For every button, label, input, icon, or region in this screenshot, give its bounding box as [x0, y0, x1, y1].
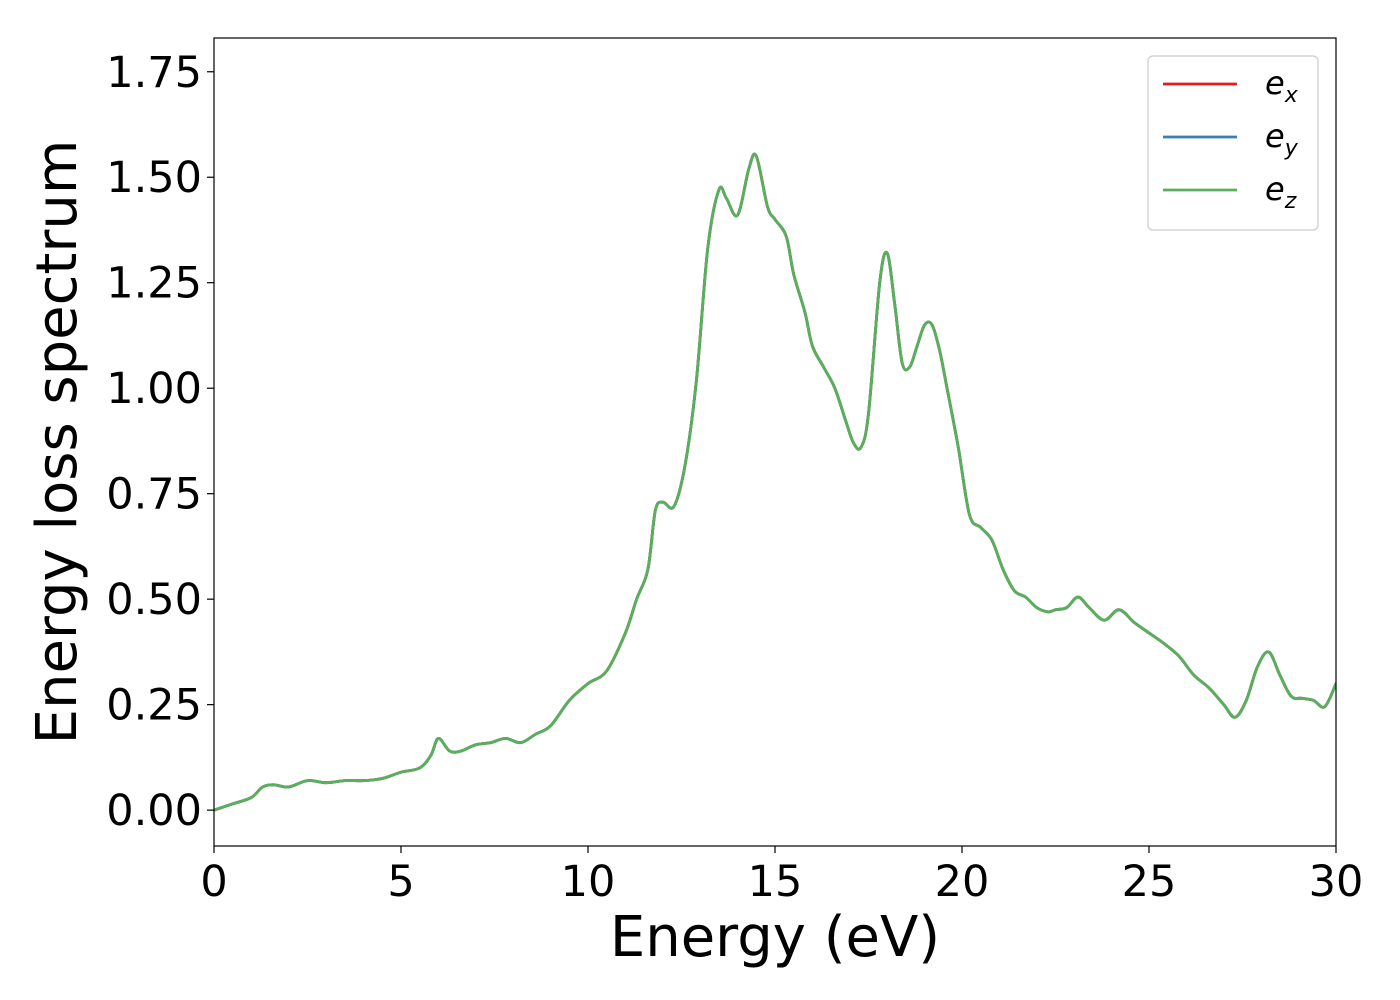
x-tick-label: 5 [387, 857, 414, 907]
y-tick-label: 0.25 [106, 681, 202, 731]
y-tick-label: 1.75 [106, 48, 202, 98]
legend: ex ey ez [1147, 55, 1319, 231]
x-tick-label: 0 [200, 857, 227, 907]
y-tick-label: 1.25 [106, 259, 202, 309]
x-axis-label: Energy (eV) [610, 905, 940, 970]
legend-label-y: ey [1265, 117, 1299, 161]
x-tick-label: 25 [1122, 857, 1177, 907]
x-tick-label: 10 [561, 857, 616, 907]
y-tick-label: 0.75 [106, 470, 202, 520]
x-tick-label: 30 [1309, 857, 1364, 907]
legend-box [1147, 55, 1319, 231]
legend-label-z: ez [1265, 170, 1297, 214]
y-tick-label: 1.50 [106, 153, 202, 203]
x-tick-label: 15 [748, 857, 803, 907]
y-tick-label: 1.00 [106, 364, 202, 414]
legend-label-x: ex [1265, 64, 1299, 108]
y-axis-label: Energy loss spectrum [25, 140, 90, 745]
y-axis-ticks: 0.00 0.25 0.50 0.75 1.00 1.25 1.50 1.75 [106, 48, 214, 836]
series-layer [214, 152, 1336, 812]
y-tick-label: 0.50 [106, 575, 202, 625]
series-line-z [214, 152, 1336, 812]
x-axis-ticks: 0 5 10 15 20 25 30 [200, 846, 1363, 907]
x-tick-label: 20 [935, 857, 990, 907]
y-tick-label: 0.00 [106, 786, 202, 836]
